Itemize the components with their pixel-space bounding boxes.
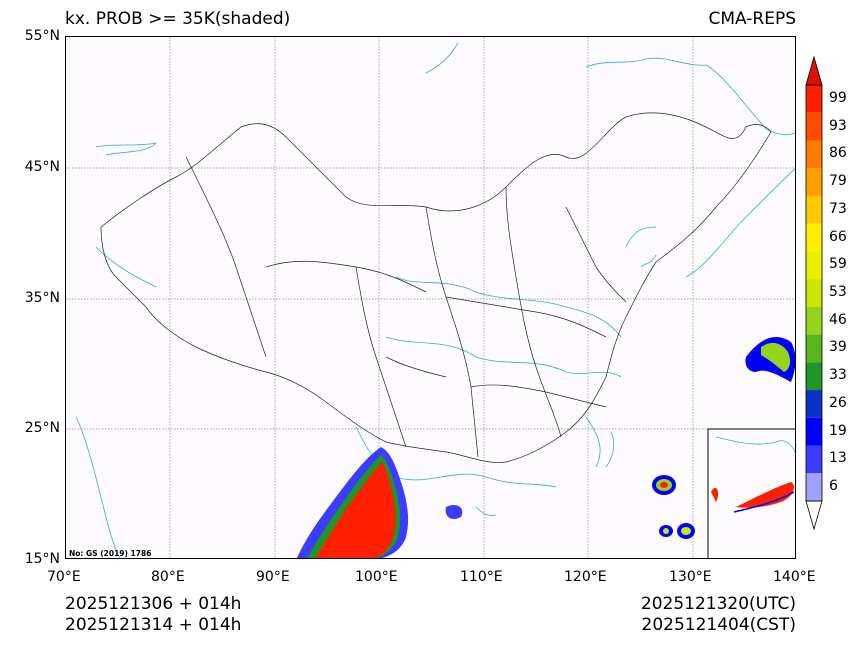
colorbar-label: 73 [829, 200, 847, 217]
map-approval-number: No: GS (2019) 1786 [69, 549, 152, 558]
map-panel: No: GS (2019) 1786 [65, 36, 796, 559]
map-title: kx. PROB >= 35K(shaded) [65, 9, 291, 29]
init-time-utc: 2025121306 + 014h [65, 594, 242, 614]
colorbar-segment [806, 195, 822, 224]
colorbar-label: 93 [829, 117, 847, 134]
colorbar-segment [806, 362, 822, 391]
lake-baikal-line [425, 42, 459, 74]
colorbar-segment [806, 140, 822, 169]
lat-label-25n: 25°N [24, 420, 60, 436]
colorbar-segment [806, 168, 822, 196]
colorbar-label: 13 [829, 450, 847, 467]
lon-label-100e: 100°E [355, 569, 398, 585]
colorbar-segment [806, 390, 822, 418]
lon-label-110e: 110°E [460, 569, 503, 585]
shade-green-ne [761, 342, 791, 372]
colorbar-label: 66 [829, 228, 847, 245]
colorbar-segment [806, 223, 822, 252]
yellow-river [395, 276, 622, 338]
colorbar-label: 86 [829, 145, 847, 162]
colorbar-arrow-bottom [805, 500, 823, 531]
model-name: CMA-REPS [708, 9, 796, 29]
admin-boundaries [100, 112, 772, 463]
lat-label-55n: 55°N [24, 28, 60, 44]
lat-label-15n: 15°N [24, 551, 60, 567]
colorbar-segment [806, 85, 822, 113]
colorbar-segment [806, 445, 822, 474]
colorbar-arrow-top [805, 55, 823, 86]
inset-shade-red [736, 482, 794, 508]
colorbar-label: 53 [829, 284, 847, 300]
graticule [66, 37, 795, 558]
colorbar-label: 99 [829, 89, 847, 106]
colorbar-segment [806, 112, 822, 141]
lon-label-130e: 130°E [669, 569, 712, 585]
lon-label-140e: 140°E [773, 569, 816, 585]
colorbar-segment [806, 334, 822, 363]
balkhash-lake [95, 142, 158, 156]
china-outline [100, 112, 772, 463]
lat-label-35n: 35°N [24, 290, 60, 306]
colorbar-label: 59 [829, 256, 847, 273]
lon-label-120e: 120°E [564, 569, 607, 585]
colorbar-label: 79 [829, 173, 847, 190]
colorbar-label: 26 [829, 394, 847, 411]
korea-japan-coast [685, 168, 795, 278]
colorbar-label: 46 [829, 311, 847, 328]
init-time-cst: 2025121314 + 014h [65, 615, 242, 635]
shade-red-sw [315, 462, 396, 558]
valid-time-utc: 2025121320(UTC) [640, 594, 796, 614]
lon-label-90e: 90°E [256, 569, 290, 585]
map-canvas [66, 37, 795, 558]
colorbar-segment [806, 306, 822, 335]
colorbar-label: 39 [829, 339, 847, 356]
lon-label-70e: 70°E [47, 569, 81, 585]
colorbar-segment [806, 473, 822, 501]
colorbar-segment [806, 279, 822, 307]
yangtze-river [385, 336, 622, 378]
lat-label-45n: 45°N [24, 159, 60, 175]
lon-label-80e: 80°E [151, 569, 185, 585]
colorbar-label: 33 [829, 367, 847, 384]
amur-river [585, 57, 795, 136]
shade-red-ps [660, 482, 668, 488]
colorbar-segment [806, 417, 822, 446]
rivers-coastline [75, 42, 795, 558]
colorbar-label: 19 [829, 422, 847, 439]
colorbar-label: 6 [829, 478, 838, 495]
hainan-coast [475, 506, 497, 516]
probability-shading [296, 337, 795, 558]
taiwan-coast [585, 416, 615, 468]
colorbar [805, 55, 823, 531]
colorbar-segment [806, 251, 822, 280]
inset-map [707, 428, 795, 558]
valid-time-cst: 2025121404(CST) [641, 615, 796, 635]
